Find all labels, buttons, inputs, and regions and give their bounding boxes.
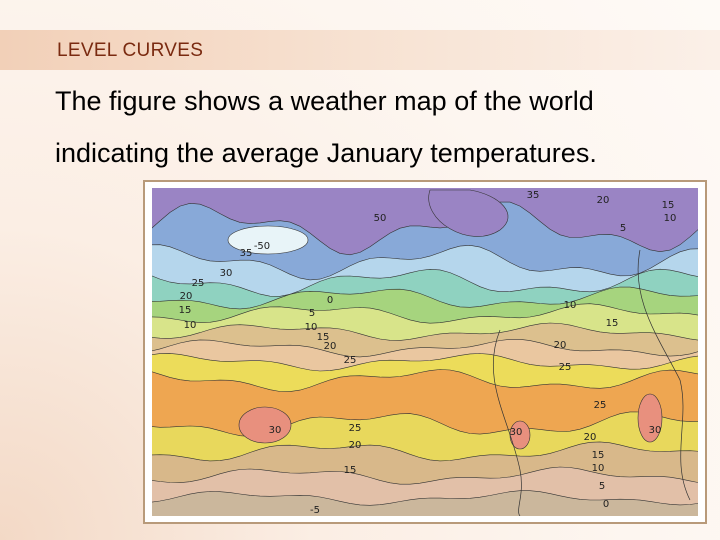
contour-label: 0 [603, 499, 609, 510]
contour-label: 30 [269, 425, 282, 436]
body-text: indicating the average January temperatu… [55, 138, 597, 168]
map-shape [152, 322, 698, 341]
contour-label: 5 [620, 223, 626, 234]
contour-label: 10 [664, 213, 677, 224]
map-shape [152, 466, 698, 485]
contour-label: 25 [349, 423, 362, 434]
contour-label: 20 [554, 340, 567, 351]
contour-label: 10 [592, 463, 605, 474]
contour-label: -5 [310, 505, 320, 516]
contour-label: 35 [527, 190, 540, 201]
map-shape [152, 353, 698, 372]
contour-label: 15 [592, 450, 605, 461]
map-shape [152, 201, 698, 256]
contour-label: 15 [606, 318, 619, 329]
contour-label: 15 [179, 305, 192, 316]
contour-label: 10 [564, 300, 577, 311]
contour-label: 5 [309, 308, 315, 319]
map-shape [152, 244, 698, 281]
contour-label: 0 [327, 295, 333, 306]
contour-label: 20 [584, 432, 597, 443]
map-shape [152, 411, 698, 437]
contour-label: 35 [240, 248, 253, 259]
map-shape [152, 441, 698, 462]
body-text: The figure shows a weather map of the wo… [55, 86, 594, 116]
map-shape [152, 286, 698, 310]
map-shape [152, 490, 698, 516]
map-shape [152, 303, 698, 324]
slide-title: LEVEL CURVES [57, 40, 204, 61]
map-shape [637, 393, 663, 443]
contour-label: 5 [599, 481, 605, 492]
map-shape [637, 249, 691, 501]
contour-label: 20 [597, 195, 610, 206]
contour-label: 25 [559, 362, 572, 373]
contour-label: 50 [374, 213, 387, 224]
contour-label: 20 [349, 440, 362, 451]
contour-label: 10 [184, 320, 197, 331]
contour-label: 15 [317, 332, 330, 343]
contour-label: 30 [510, 427, 523, 438]
contour-label: 20 [180, 291, 193, 302]
contour-label: 15 [344, 465, 357, 476]
contour-label: 15 [662, 200, 675, 211]
contour-label: 25 [344, 355, 357, 366]
map-shape [152, 268, 698, 297]
map-shape [428, 189, 509, 237]
map-shape [152, 369, 698, 392]
contour-label: 30 [220, 268, 233, 279]
temperature-bands [152, 188, 698, 516]
title-banner [0, 30, 720, 70]
contour-label: 25 [594, 400, 607, 411]
map-shape [492, 329, 522, 516]
contour-label: 25 [192, 278, 205, 289]
map-shape [227, 225, 309, 255]
map-shape [152, 490, 698, 506]
contour-label: 10 [305, 322, 318, 333]
map-shape [238, 406, 292, 444]
map-labels: 35 50 -50 35 30 20 15 10 5 0 25 20 15 10… [179, 190, 677, 516]
contour-label: -50 [254, 241, 270, 252]
contour-label: 30 [649, 425, 662, 436]
map-shape [152, 339, 698, 358]
contour-label: 20 [324, 341, 337, 352]
